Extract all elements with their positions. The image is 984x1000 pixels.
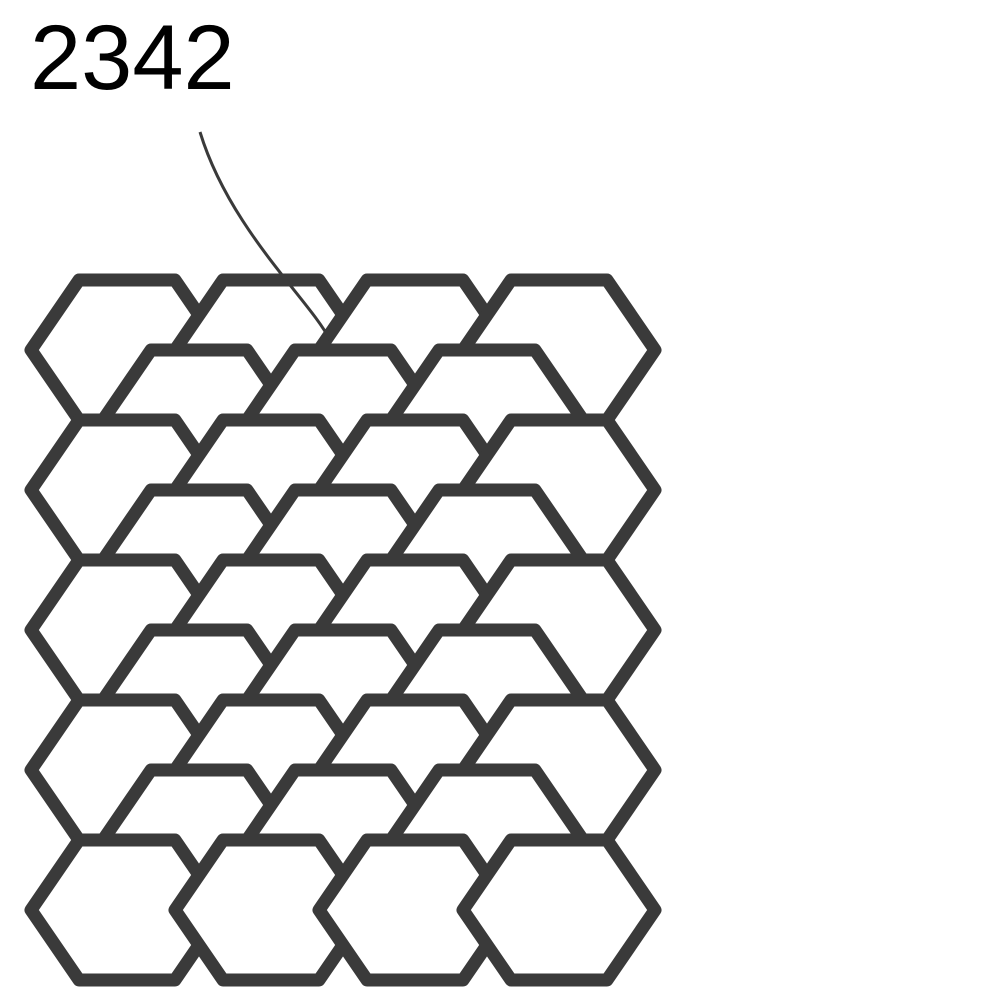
hex-cell [463, 840, 655, 980]
reference-label: 2342 [30, 6, 235, 111]
honeycomb-diagram [0, 0, 984, 1000]
hex-grid [31, 280, 655, 980]
